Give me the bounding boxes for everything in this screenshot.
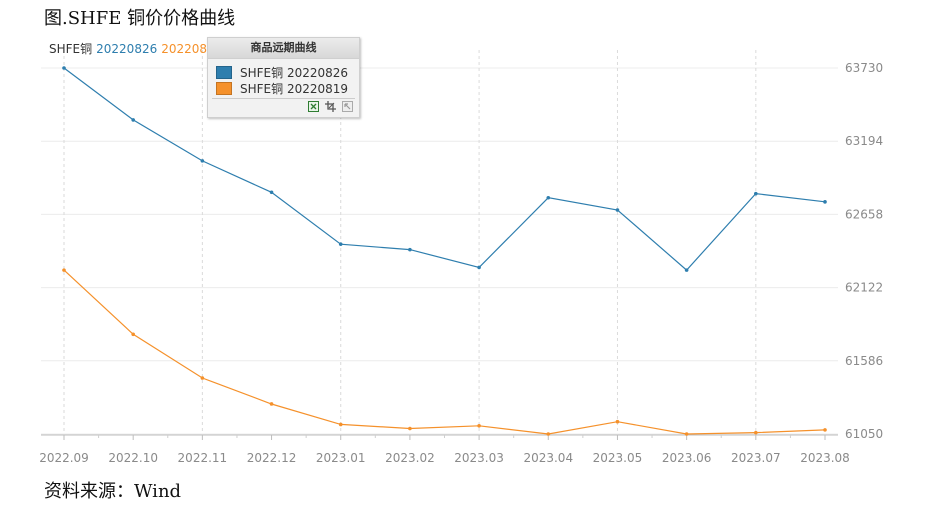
legend-series-a[interactable]: 20220826 <box>96 42 158 56</box>
data-point[interactable] <box>615 419 620 424</box>
data-point[interactable] <box>338 242 343 246</box>
crop-icon[interactable] <box>325 101 336 112</box>
data-point[interactable] <box>684 432 689 436</box>
data-point[interactable] <box>477 265 481 270</box>
legend-prefix: SHFE铜 <box>49 42 93 56</box>
x-tick-label: 2023.07 <box>731 451 781 465</box>
data-point[interactable] <box>62 268 66 272</box>
data-point[interactable] <box>131 332 135 337</box>
data-point[interactable] <box>408 426 412 431</box>
grid-lines <box>41 50 838 435</box>
popup-legend-item-a[interactable]: SHFE铜 20220826 <box>216 64 348 80</box>
data-point[interactable] <box>200 159 205 163</box>
x-tick-label: 2023.04 <box>523 451 573 465</box>
data-point[interactable] <box>269 402 274 406</box>
data-point[interactable] <box>477 424 481 428</box>
popup-legend-label: SHFE铜 20220819 <box>240 81 349 96</box>
data-point[interactable] <box>269 190 274 195</box>
y-tick-label: 63730 <box>845 61 883 75</box>
forward-curve-popup[interactable]: 商品远期曲线 SHFE铜 20220826 SHFE铜 20220819 <box>207 37 360 118</box>
x-tick-label: 2023.01 <box>316 451 366 465</box>
popup-title[interactable]: 商品远期曲线 <box>208 38 359 59</box>
popup-divider <box>212 98 355 99</box>
data-point[interactable] <box>408 247 412 252</box>
data-point[interactable] <box>684 268 689 272</box>
x-tick-label: 2022.09 <box>39 451 89 465</box>
source-note: 资料来源：Wind <box>44 481 182 502</box>
x-tick-label: 2023.02 <box>385 451 435 465</box>
x-tick-label: 2022.12 <box>247 451 297 465</box>
x-tick-label: 2023.05 <box>593 451 643 465</box>
popup-toolbar <box>308 101 353 112</box>
x-tick-label: 2022.10 <box>108 451 158 465</box>
y-tick-label: 61586 <box>845 354 883 368</box>
series-line-1[interactable] <box>63 269 826 435</box>
data-point[interactable] <box>823 200 827 204</box>
popup-legend-item-b[interactable]: SHFE铜 20220819 <box>216 80 348 96</box>
x-tick-label: 2023.03 <box>454 451 504 465</box>
data-point[interactable] <box>546 195 551 200</box>
data-point[interactable] <box>823 428 827 432</box>
data-point[interactable] <box>200 376 205 380</box>
series-line-0[interactable] <box>63 67 826 271</box>
color-swatch <box>216 81 232 95</box>
data-point[interactable] <box>338 422 343 427</box>
data-point[interactable] <box>62 66 66 70</box>
data-point[interactable] <box>754 430 758 435</box>
x-tick-label: 2023.08 <box>800 451 850 465</box>
data-point[interactable] <box>754 191 758 196</box>
y-tick-label: 61050 <box>845 427 883 441</box>
x-tick-label: 2022.11 <box>178 451 228 465</box>
x-tick-label: 2023.06 <box>662 451 712 465</box>
y-tick-label: 62658 <box>845 207 883 221</box>
data-point[interactable] <box>615 208 620 212</box>
color-swatch <box>216 65 232 79</box>
y-tick-label: 62122 <box>845 281 883 295</box>
excel-icon[interactable] <box>308 101 319 112</box>
data-point[interactable] <box>546 432 551 436</box>
series-legend: SHFE铜 20220826 20220819 <box>49 40 226 57</box>
export-icon[interactable] <box>342 101 353 112</box>
popup-legend-label: SHFE铜 20220826 <box>240 65 349 80</box>
axes <box>41 434 838 440</box>
series-layer <box>62 66 827 436</box>
tick-labels: 61050 61586 62122 62658 63194 63730 2022.09 202… <box>39 61 883 465</box>
y-tick-label: 63194 <box>845 134 883 148</box>
data-point[interactable] <box>131 118 135 122</box>
figure-title: 图.SHFE 铜价价格曲线 <box>44 8 236 29</box>
